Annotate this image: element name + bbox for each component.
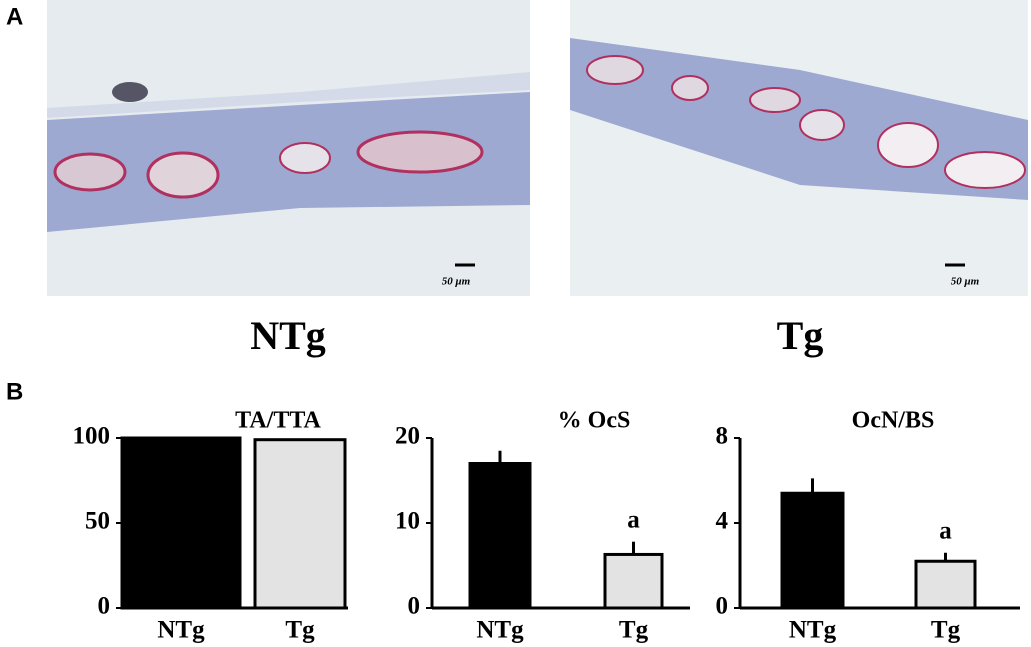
bar <box>603 552 664 610</box>
panel-label: A <box>6 3 23 30</box>
y-tick-label: 20 <box>395 423 420 450</box>
x-tick-label: NTg <box>476 617 524 644</box>
bar <box>780 491 845 610</box>
y-tick-label: 4 <box>716 508 729 535</box>
x-tick-label: NTg <box>789 617 837 644</box>
panel-label: B <box>6 378 23 405</box>
x-tick-label: Tg <box>619 617 649 644</box>
bar <box>468 462 532 610</box>
y-tick-label: 50 <box>85 508 110 535</box>
y-tick-label: 10 <box>395 508 420 535</box>
bar <box>253 438 347 610</box>
y-tick-label: 100 <box>73 423 111 450</box>
chart-title: % OcS <box>558 408 631 434</box>
chart-title: OcN/BS <box>852 408 935 434</box>
x-tick-label: Tg <box>285 617 315 644</box>
micrograph: 50 μm <box>570 0 1028 296</box>
annotation: a <box>627 506 640 533</box>
y-tick-label: 0 <box>716 593 729 620</box>
annotation: a <box>939 517 952 544</box>
image-caption: NTg <box>250 313 326 358</box>
y-tick-label: 8 <box>716 423 729 450</box>
y-tick-label: 0 <box>408 593 421 620</box>
bar <box>120 436 242 610</box>
bar <box>914 559 977 610</box>
x-tick-label: Tg <box>931 617 961 644</box>
x-tick-label: NTg <box>157 617 205 644</box>
scale-bar-label: 50 μm <box>442 276 471 288</box>
image-caption: Tg <box>777 313 824 358</box>
micrograph: 50 μm <box>47 0 530 296</box>
scale-bar-label: 50 μm <box>951 276 980 288</box>
chart-title: TA/TTA <box>235 408 321 434</box>
y-tick-label: 0 <box>98 593 111 620</box>
